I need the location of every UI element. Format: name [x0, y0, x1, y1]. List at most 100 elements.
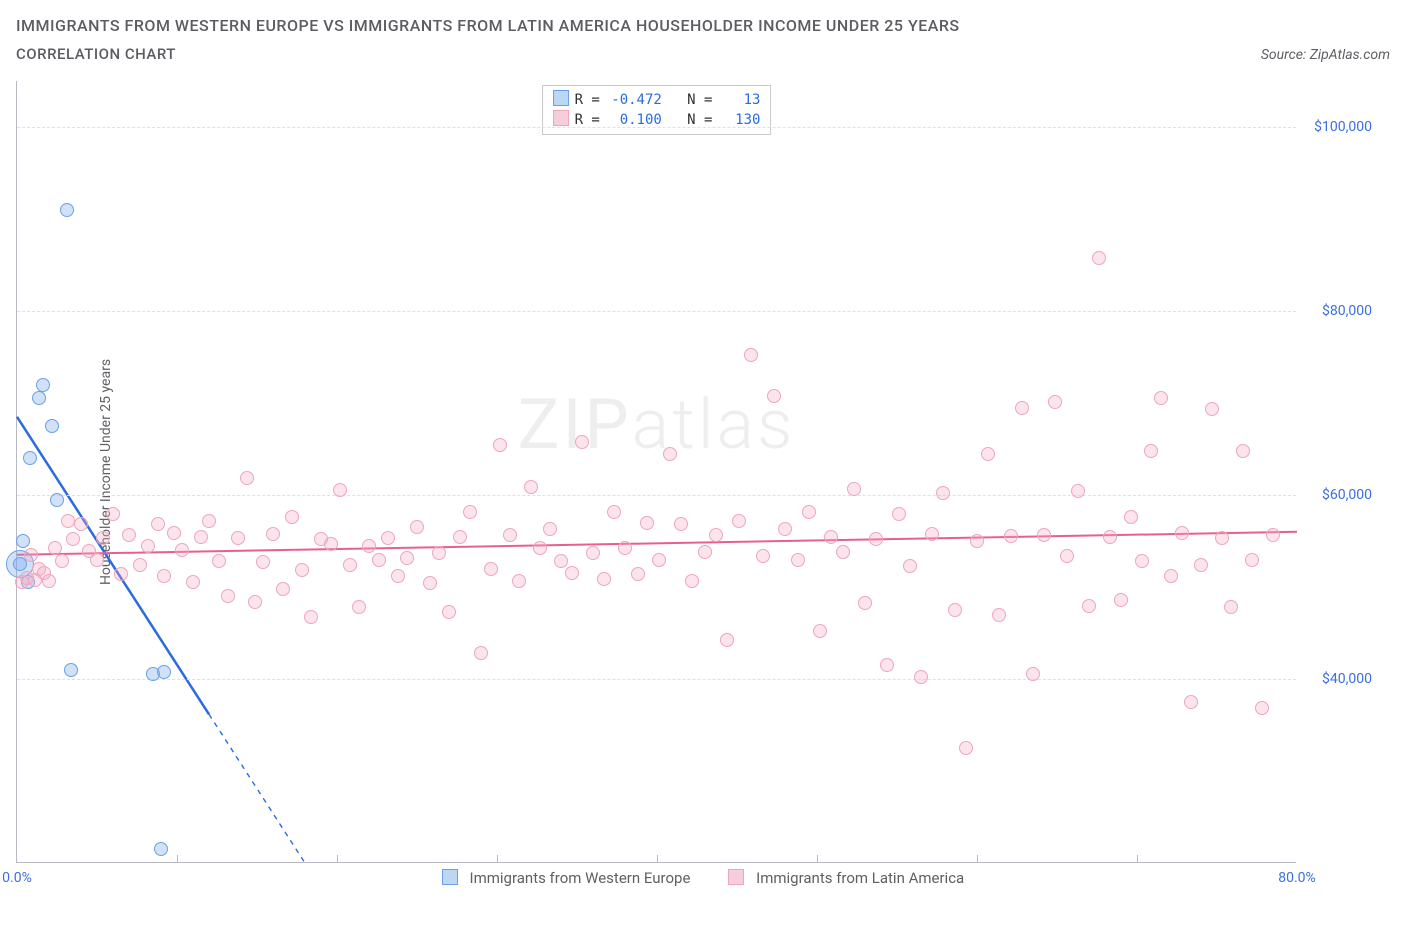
- data-point-la: [74, 517, 88, 531]
- data-point-la: [1060, 549, 1074, 563]
- data-point-la: [914, 670, 928, 684]
- data-point-la: [423, 576, 437, 590]
- data-point-la: [554, 554, 568, 568]
- data-point-la: [285, 510, 299, 524]
- data-point-la: [157, 569, 171, 583]
- data-point-la: [96, 531, 110, 545]
- data-point-la: [141, 539, 155, 553]
- data-point-la: [663, 447, 677, 461]
- data-point-la: [442, 605, 456, 619]
- data-point-la: [791, 553, 805, 567]
- data-point-la: [453, 530, 467, 544]
- data-point-la: [24, 548, 38, 562]
- data-point-la: [1082, 599, 1096, 613]
- data-point-la: [503, 528, 517, 542]
- data-point-la: [607, 505, 621, 519]
- data-point-we: [154, 842, 168, 856]
- data-point-la: [1004, 529, 1018, 543]
- data-point-la: [1154, 391, 1168, 405]
- data-point-we: [45, 419, 59, 433]
- data-point-la: [61, 514, 75, 528]
- data-point-la: [565, 566, 579, 580]
- data-point-la: [880, 658, 894, 672]
- y-tick-label: $40,000: [1322, 671, 1372, 687]
- data-point-la: [869, 532, 883, 546]
- data-point-la: [42, 574, 56, 588]
- data-point-la: [685, 574, 699, 588]
- data-point-la: [391, 569, 405, 583]
- chart-title: IMMIGRANTS FROM WESTERN EUROPE VS IMMIGR…: [16, 16, 960, 35]
- data-point-la: [266, 527, 280, 541]
- data-point-la: [1266, 528, 1280, 542]
- legend-swatch-icon: [728, 869, 744, 885]
- data-point-la: [400, 551, 414, 565]
- data-point-la: [1103, 530, 1117, 544]
- data-point-la: [1215, 531, 1229, 545]
- data-point-la: [1236, 444, 1250, 458]
- data-point-la: [597, 572, 611, 586]
- data-point-we: [50, 493, 64, 507]
- data-point-la: [892, 507, 906, 521]
- data-point-la: [618, 541, 632, 555]
- data-point-la: [720, 633, 734, 647]
- data-point-la: [698, 545, 712, 559]
- data-point-we: [64, 663, 78, 677]
- data-point-la: [324, 537, 338, 551]
- data-point-la: [802, 505, 816, 519]
- data-point-la: [1015, 401, 1029, 415]
- data-point-la: [1124, 510, 1138, 524]
- data-point-la: [836, 545, 850, 559]
- data-point-la: [732, 514, 746, 528]
- data-point-la: [186, 575, 200, 589]
- data-point-la: [575, 435, 589, 449]
- data-point-la: [756, 549, 770, 563]
- data-point-la: [970, 534, 984, 548]
- data-point-la: [55, 554, 69, 568]
- data-point-la: [1144, 444, 1158, 458]
- data-point-la: [925, 527, 939, 541]
- x-tick-label: 80.0%: [1278, 870, 1316, 886]
- data-point-la: [813, 624, 827, 638]
- data-point-la: [543, 522, 557, 536]
- data-point-la: [981, 447, 995, 461]
- data-point-la: [847, 482, 861, 496]
- data-point-la: [1224, 600, 1238, 614]
- data-point-la: [709, 528, 723, 542]
- data-point-la: [767, 389, 781, 403]
- data-point-la: [631, 567, 645, 581]
- data-point-la: [744, 348, 758, 362]
- data-point-la: [1135, 554, 1149, 568]
- data-point-la: [493, 438, 507, 452]
- data-point-la: [1026, 667, 1040, 681]
- data-point-la: [202, 514, 216, 528]
- data-point-la: [333, 483, 347, 497]
- data-point-la: [256, 555, 270, 569]
- data-point-la: [295, 563, 309, 577]
- data-point-la: [1205, 402, 1219, 416]
- data-point-la: [640, 516, 654, 530]
- data-point-la: [992, 608, 1006, 622]
- data-point-la: [652, 553, 666, 567]
- legend-item-we: Immigrants from Western Europe: [442, 869, 691, 887]
- legend-item-la: Immigrants from Latin America: [728, 869, 964, 887]
- data-point-la: [151, 517, 165, 531]
- data-point-la: [586, 546, 600, 560]
- data-point-la: [1037, 528, 1051, 542]
- legend-label: Immigrants from Western Europe: [470, 869, 691, 887]
- data-point-la: [858, 596, 872, 610]
- data-point-la: [1175, 526, 1189, 540]
- data-point-we: [157, 665, 171, 679]
- data-point-la: [674, 517, 688, 531]
- data-point-la: [1071, 484, 1085, 498]
- data-point-la: [1245, 553, 1259, 567]
- data-point-la: [959, 741, 973, 755]
- data-point-la: [1255, 701, 1269, 715]
- y-axis-label: Householder Income Under 25 years: [98, 358, 114, 584]
- data-point-la: [304, 610, 318, 624]
- data-point-la: [512, 574, 526, 588]
- data-point-we: [36, 378, 50, 392]
- data-point-la: [343, 558, 357, 572]
- data-point-la: [1164, 569, 1178, 583]
- data-point-la: [133, 558, 147, 572]
- data-point-la: [212, 554, 226, 568]
